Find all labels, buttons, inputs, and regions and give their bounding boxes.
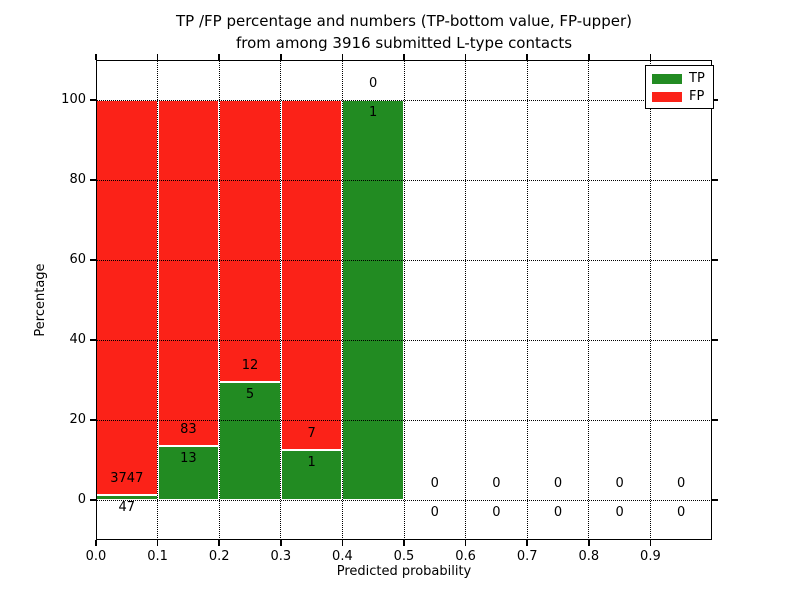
bar-count-label-fp: 83 [180, 421, 197, 437]
bar-count-label-fp: 7 [307, 426, 316, 441]
x-tick-label: 0.2 [208, 549, 230, 564]
y-axis-title: Percentage [33, 263, 48, 337]
x-tick-mark [464, 540, 467, 546]
y-tick-label: 80 [69, 172, 86, 187]
y-tick-mark [90, 259, 96, 261]
x-tick-mark [588, 540, 590, 546]
grid-line-vertical [403, 60, 405, 540]
x-axis-title: Predicted probability [336, 564, 472, 579]
x-tick-mark-top [403, 54, 405, 60]
y-tick-mark [90, 99, 96, 101]
bar-count-label-fp: 3747 [110, 471, 144, 487]
x-tick-mark [649, 540, 652, 546]
y-tick-label: 60 [69, 252, 86, 267]
bar-segment-fp [219, 100, 281, 383]
y-tick-mark-right [712, 179, 718, 181]
x-tick-mark [280, 540, 282, 546]
x-tick-label: 0.1 [147, 549, 168, 564]
grid-line-vertical [465, 60, 467, 540]
x-tick-label: 0.0 [85, 549, 107, 564]
y-tick-mark-right [712, 499, 718, 501]
legend-item-fp: FP [652, 88, 713, 106]
bar-count-label-fp: 0 [677, 476, 686, 491]
bar-count-label-fp: 0 [553, 476, 563, 491]
grid-line-vertical [341, 60, 343, 540]
x-tick-label: 0.3 [270, 549, 292, 564]
bar-count-label-tp: 1 [369, 105, 378, 120]
chart-title-line2: from among 3916 submitted L-type contact… [235, 34, 573, 52]
x-tick-mark [526, 540, 528, 546]
x-tick-mark-top [280, 54, 282, 60]
legend: TP FP [645, 65, 714, 109]
bar-count-label-tp: 13 [180, 450, 197, 466]
y-tick-mark-right [712, 99, 718, 101]
legend-label-tp: TP [689, 71, 705, 86]
x-tick-mark [95, 540, 97, 546]
x-tick-mark-top [156, 54, 159, 60]
x-tick-mark-top [588, 54, 590, 60]
bar-segment-tp [342, 100, 404, 500]
x-tick-mark-top [95, 54, 97, 60]
bar-count-label-fp: 0 [369, 76, 378, 91]
x-tick-mark [341, 540, 344, 546]
grid-line-vertical [526, 60, 528, 540]
bar-segment-tp [219, 382, 281, 500]
y-tick-label: 0 [77, 492, 86, 507]
grid-line-vertical [280, 60, 282, 540]
bar-count-label-tp: 1 [307, 455, 316, 470]
x-tick-label: 0.8 [578, 549, 600, 564]
bar-count-label-fp: 0 [492, 476, 501, 491]
bar-segment-fp [157, 100, 220, 446]
bar-count-label-fp: 12 [241, 358, 259, 374]
bar-segment-tp [280, 450, 343, 500]
y-tick-mark [90, 339, 96, 341]
legend-item-tp: TP [652, 70, 713, 88]
bar-count-label-tp: 0 [615, 505, 624, 520]
y-tick-label: 20 [69, 412, 86, 427]
y-tick-mark [90, 179, 96, 181]
x-tick-label: 0.9 [640, 549, 661, 564]
y-tick-mark-right [712, 339, 718, 341]
tp-color-swatch [652, 74, 682, 84]
x-tick-mark-top [649, 54, 652, 60]
y-tick-label: 40 [69, 332, 86, 347]
y-tick-mark [90, 419, 96, 421]
bar-count-label-fp: 0 [615, 476, 624, 491]
bar-count-label-tp: 0 [492, 505, 501, 520]
bar-count-label-tp: 0 [553, 505, 563, 520]
bar-count-label-tp: 5 [245, 387, 255, 403]
x-tick-mark-top [341, 54, 344, 60]
bar-count-label-tp: 0 [430, 505, 439, 520]
bar-count-label-tp: 0 [677, 505, 686, 520]
x-tick-mark-top [464, 54, 467, 60]
chart-title-line1: TP /FP percentage and numbers (TP-bottom… [176, 12, 632, 30]
bar-segment-tp [157, 445, 220, 500]
x-tick-mark-top [526, 54, 528, 60]
grid-line-vertical [218, 60, 220, 540]
fp-color-swatch [652, 92, 682, 102]
legend-label-fp: FP [689, 89, 705, 104]
x-tick-mark [218, 540, 220, 546]
y-tick-mark-right [712, 259, 718, 261]
bar-count-label-tp: 47 [118, 500, 136, 516]
y-tick-mark [90, 499, 96, 501]
bar-segment-fp [280, 100, 343, 450]
y-tick-label: 100 [61, 92, 86, 107]
y-tick-mark-right [712, 419, 718, 421]
grid-line-vertical [649, 60, 651, 540]
chart-title: TP /FP percentage and numbers (TP-bottom… [96, 10, 712, 54]
x-tick-label: 0.6 [455, 549, 476, 564]
bar-segment-fp [96, 100, 158, 496]
grid-line-vertical [157, 60, 159, 540]
grid-line-vertical [588, 60, 590, 540]
x-tick-mark [403, 540, 405, 546]
bar-count-label-fp: 0 [430, 476, 439, 491]
x-tick-mark-top [218, 54, 220, 60]
x-tick-label: 0.5 [393, 549, 415, 564]
x-tick-mark [156, 540, 159, 546]
x-tick-label: 0.7 [516, 549, 538, 564]
x-tick-label: 0.4 [332, 549, 353, 564]
